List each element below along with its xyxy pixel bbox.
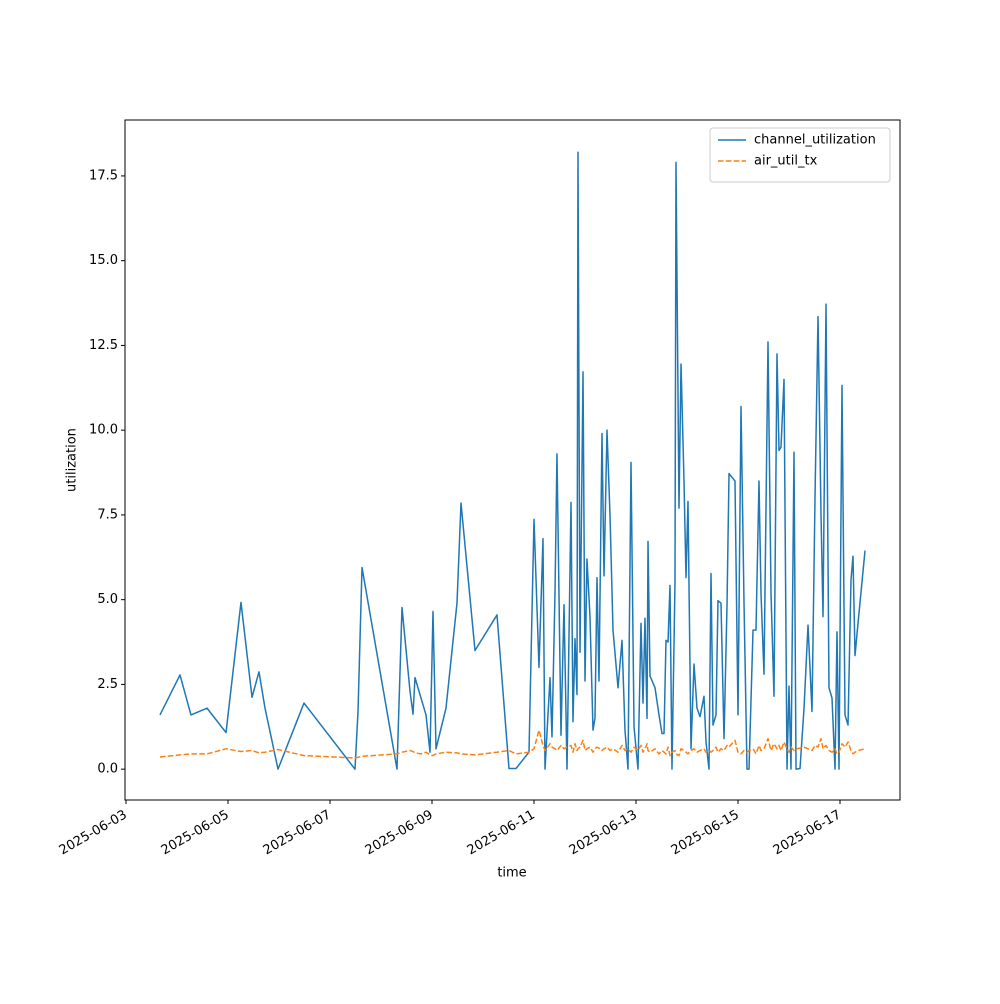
y-axis-label: utilization — [65, 428, 80, 492]
x-tick-label: 2025-06-09 — [363, 808, 436, 859]
y-tick-label: 2.5 — [97, 677, 118, 692]
y-tick-label: 15.0 — [89, 253, 118, 268]
plot-frame — [124, 119, 901, 801]
x-tick-label: 2025-06-11 — [465, 808, 538, 859]
x-tick-label: 2025-06-13 — [567, 808, 640, 859]
series-line — [159, 151, 866, 770]
x-tick-label: 2025-06-17 — [771, 808, 844, 859]
x-tick-label: 2025-06-05 — [159, 808, 232, 859]
x-axis-label: time — [497, 866, 526, 881]
y-tick-label: 7.5 — [97, 507, 118, 522]
x-tick-label: 2025-06-03 — [57, 808, 130, 859]
x-tick-label: 2025-06-15 — [669, 808, 742, 859]
y-tick-label: 12.5 — [89, 338, 118, 353]
y-tick-label: 0.0 — [97, 762, 118, 777]
legend-label: air_util_tx — [754, 154, 818, 169]
y-tick-label: 5.0 — [97, 592, 118, 607]
y-tick-label: 10.0 — [89, 423, 118, 438]
legend-label: channel_utilization — [754, 133, 876, 148]
y-tick-label: 17.5 — [89, 168, 118, 183]
x-tick-label: 2025-06-07 — [261, 808, 334, 859]
series-line — [159, 729, 866, 759]
legend-box — [709, 127, 891, 183]
